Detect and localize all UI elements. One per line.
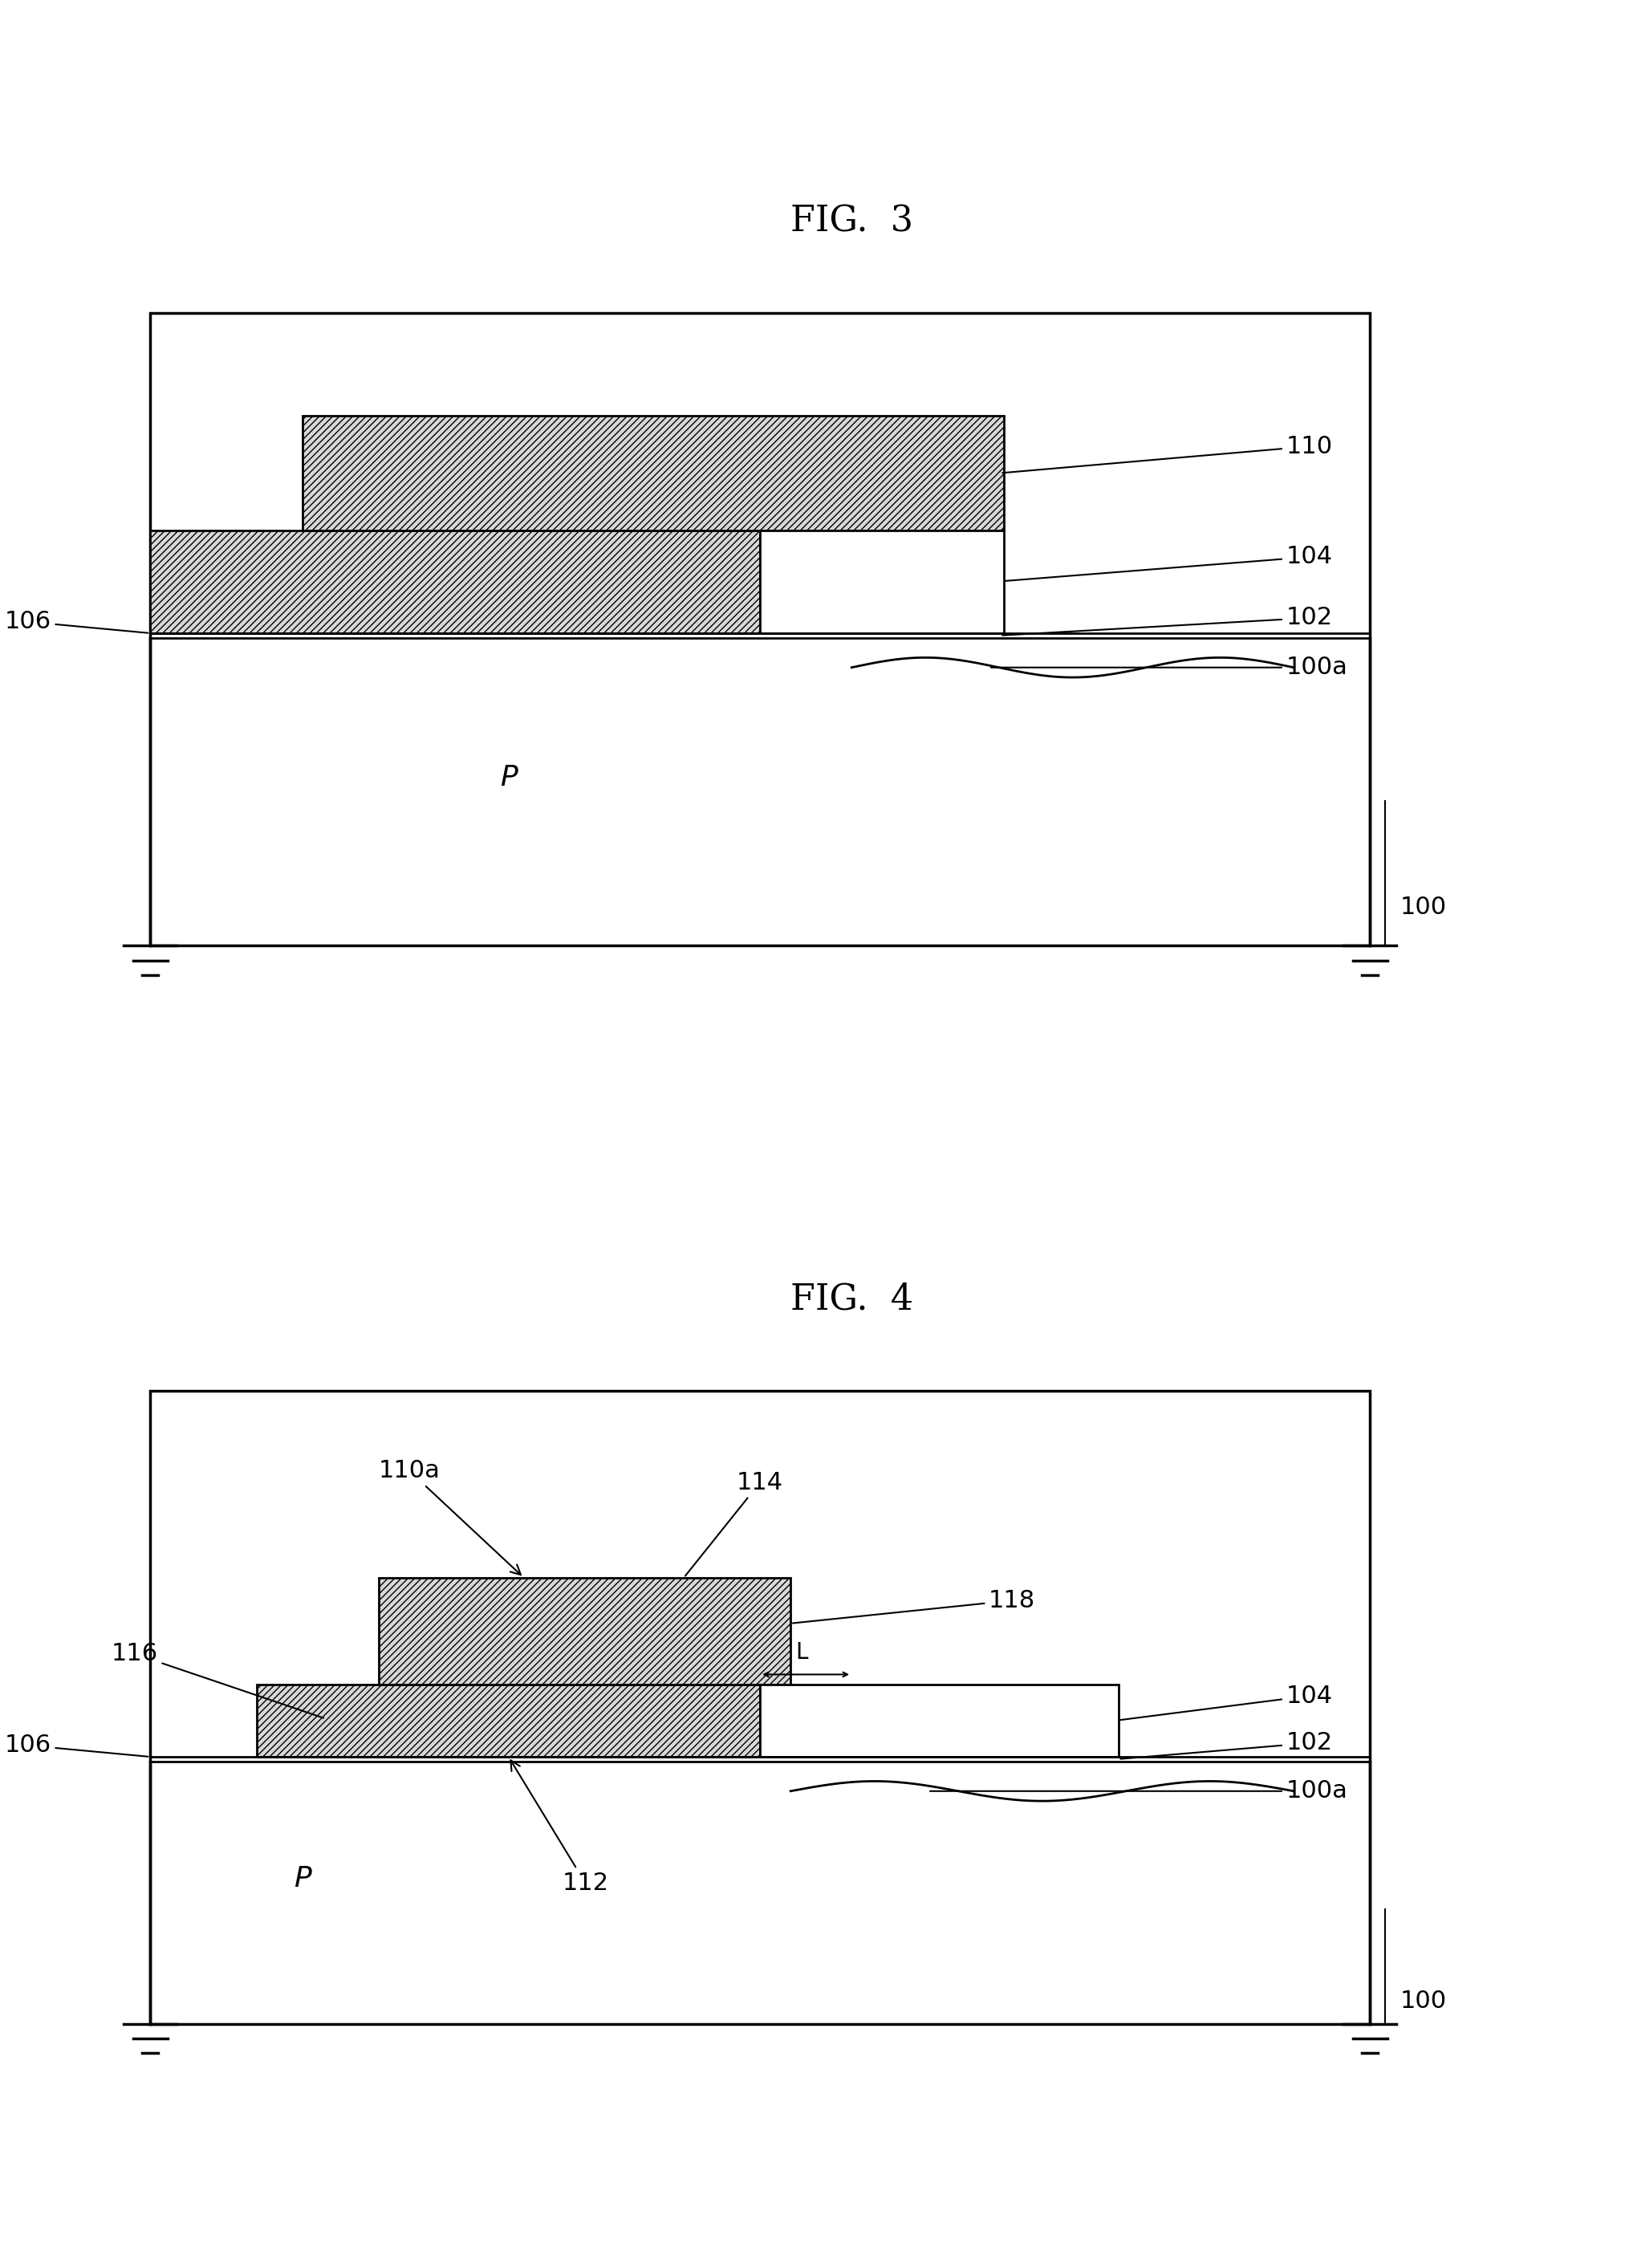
Bar xyxy=(150,313,1370,946)
Text: 112: 112 xyxy=(510,1760,608,1894)
Text: 100a: 100a xyxy=(991,655,1347,678)
Text: 110: 110 xyxy=(1003,435,1332,474)
Text: 114: 114 xyxy=(686,1470,783,1576)
Text: 118: 118 xyxy=(793,1590,1035,1624)
Text: 100a: 100a xyxy=(930,1780,1347,1803)
Text: 106: 106 xyxy=(5,1733,148,1758)
Text: 100: 100 xyxy=(1401,1989,1446,2012)
Text: 100: 100 xyxy=(1401,896,1446,919)
Bar xyxy=(150,1390,1370,2023)
Bar xyxy=(760,1685,1118,1758)
Bar xyxy=(302,415,1004,531)
Text: P: P xyxy=(501,764,517,792)
Text: 104: 104 xyxy=(1121,1685,1332,1719)
Text: 106: 106 xyxy=(5,610,148,633)
Bar xyxy=(257,1685,760,1758)
Text: 102: 102 xyxy=(1121,1730,1332,1760)
Text: FIG.  4: FIG. 4 xyxy=(790,1281,913,1318)
Text: L: L xyxy=(796,1642,808,1665)
Text: 110a: 110a xyxy=(379,1458,520,1574)
Text: 102: 102 xyxy=(1003,606,1332,635)
Bar xyxy=(760,531,1004,633)
Text: 116: 116 xyxy=(111,1642,323,1717)
Text: FIG.  3: FIG. 3 xyxy=(790,204,913,238)
Bar xyxy=(150,531,760,633)
Text: P: P xyxy=(294,1864,312,1892)
Bar xyxy=(379,1579,791,1685)
Text: 104: 104 xyxy=(1003,544,1332,581)
